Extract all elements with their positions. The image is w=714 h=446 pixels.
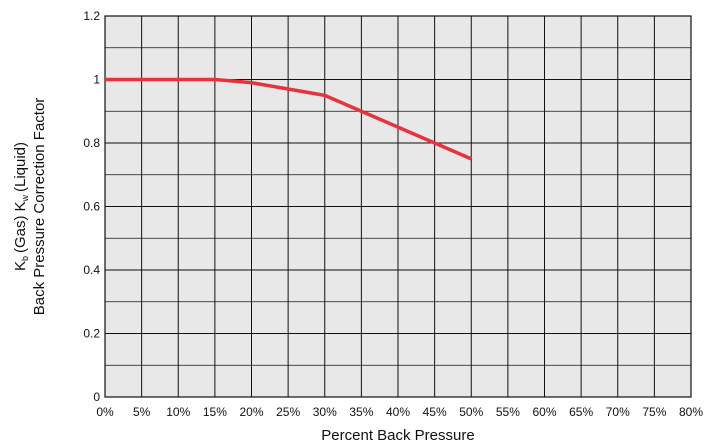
y-axis-label-line1: Kb (Gas) Kw (Liquid) (12, 142, 30, 271)
x-tick-label: 25% (276, 405, 300, 419)
x-axis-label: Percent Back Pressure (321, 427, 474, 444)
x-tick-label: 80% (679, 405, 703, 419)
y-tick-label: 0.6 (83, 200, 100, 214)
x-tick-label: 60% (532, 405, 556, 419)
plot-border (104, 15, 692, 398)
x-tick-label: 30% (313, 405, 337, 419)
y-label-k2: K (12, 201, 29, 211)
y-tick-label: 0.8 (83, 136, 100, 150)
series-layer (105, 77, 472, 161)
x-tick-label: 10% (166, 405, 190, 419)
x-tick-label: 70% (606, 405, 630, 419)
x-tick-label: 15% (203, 405, 227, 419)
y-label-k2-sub: w (20, 194, 30, 202)
x-tick-label: 65% (569, 405, 593, 419)
y-tick-labels: 0 0.2 0.4 0.6 0.8 1 1.2 (83, 9, 100, 404)
x-tick-label: 40% (386, 405, 410, 419)
x-tick-label: 75% (642, 405, 666, 419)
y-axis-label-line2: Back Pressure Correction Factor (31, 98, 48, 316)
x-tick-label: 45% (423, 405, 447, 419)
y-tick-label: 1 (93, 73, 100, 87)
y-tick-label: 0.4 (83, 263, 100, 277)
y-tick-label: 0.2 (83, 327, 100, 341)
x-tick-label: 20% (239, 405, 263, 419)
x-tick-label: 50% (459, 405, 483, 419)
x-tick-label: 5% (133, 405, 151, 419)
x-tick-label: 55% (496, 405, 520, 419)
y-label-k1: K (12, 261, 29, 271)
y-tick-label: 0 (93, 390, 100, 404)
x-tick-label: 0% (96, 405, 114, 419)
y-tick-label: 1.2 (83, 9, 100, 23)
y-label-liquid: (Liquid) (12, 142, 29, 192)
x-tick-labels: 0% 5% 10% 15% 20% 25% 30% 35% 40% 45% 50% 55% 60% 65%… (96, 405, 703, 419)
y-label-k1-sub: b (20, 256, 30, 261)
x-tick-label: 35% (349, 405, 373, 419)
y-axis-label: Kb (Gas) Kw (Liquid) Back Pressure Correcti… (12, 98, 48, 316)
series-line (105, 77, 472, 161)
y-label-gas: (Gas) (12, 216, 29, 254)
